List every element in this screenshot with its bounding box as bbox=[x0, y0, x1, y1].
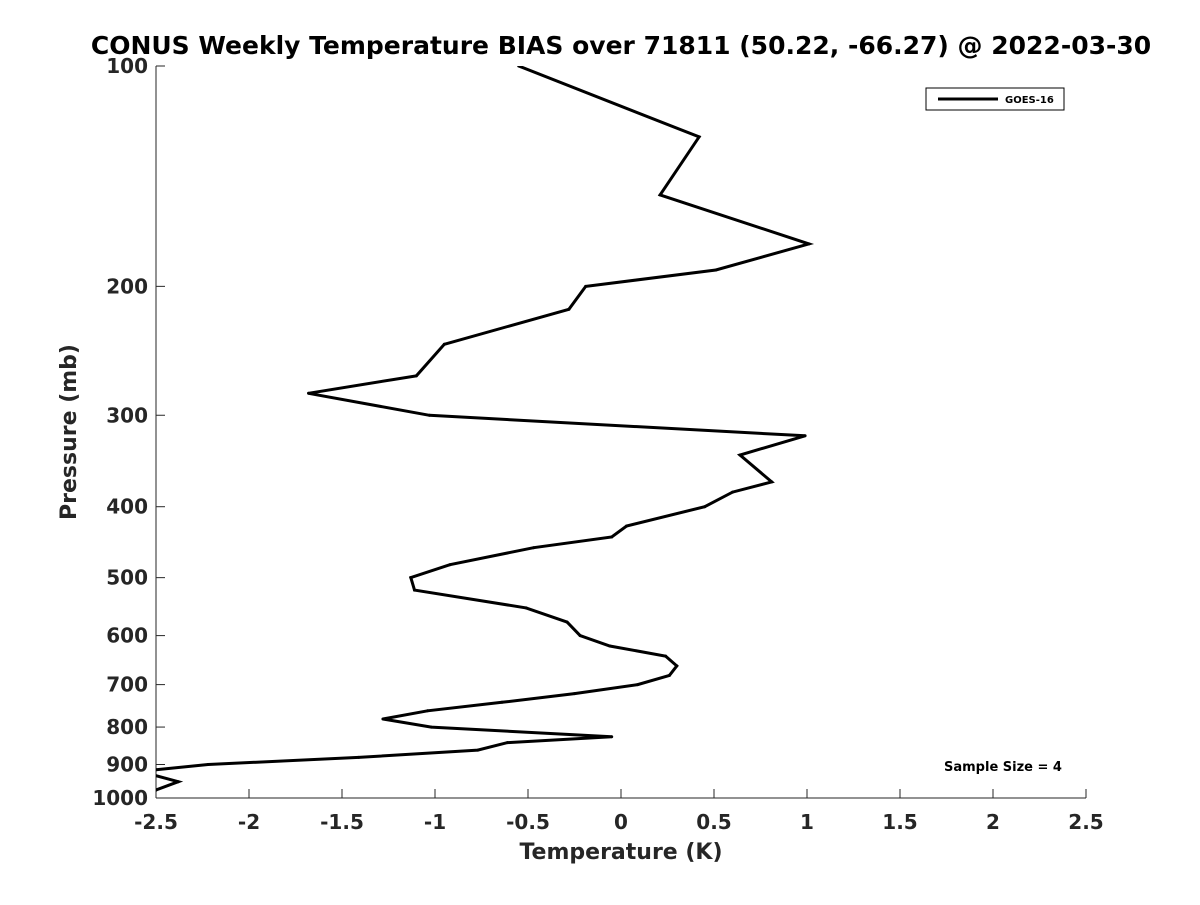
series-points bbox=[156, 66, 811, 792]
data-point bbox=[156, 768, 158, 772]
data-point bbox=[381, 717, 385, 721]
data-point bbox=[307, 391, 310, 395]
data-point bbox=[697, 135, 701, 139]
data-point bbox=[584, 284, 588, 288]
data-point bbox=[573, 692, 576, 696]
x-tick-label: 2.5 bbox=[1068, 810, 1103, 834]
data-point bbox=[667, 673, 671, 677]
data-point bbox=[658, 193, 662, 197]
x-tick-label: -1.5 bbox=[320, 810, 364, 834]
data-point bbox=[426, 709, 430, 713]
data-point bbox=[156, 788, 158, 792]
data-point bbox=[565, 620, 569, 624]
data-point bbox=[567, 307, 571, 311]
data-point bbox=[409, 576, 413, 580]
x-tick-label: -2 bbox=[238, 810, 260, 834]
x-tick-label: 1 bbox=[800, 810, 814, 834]
y-tick-label: 600 bbox=[106, 624, 148, 648]
x-tick-label: 2 bbox=[986, 810, 1000, 834]
data-point bbox=[357, 755, 361, 759]
chart-title: CONUS Weekly Temperature BIAS over 71811… bbox=[91, 31, 1151, 60]
data-point bbox=[731, 490, 735, 494]
y-tick-label: 700 bbox=[106, 673, 148, 697]
data-point bbox=[476, 748, 480, 752]
y-tick-label: 1000 bbox=[92, 786, 148, 810]
legend-label: GOES-16 bbox=[1005, 95, 1054, 106]
data-point bbox=[429, 725, 433, 729]
x-tick-label: -1 bbox=[424, 810, 446, 834]
sample-size-annotation: Sample Size = 4 bbox=[944, 760, 1062, 775]
data-point bbox=[427, 413, 431, 417]
data-point bbox=[517, 66, 521, 68]
y-tick-label: 800 bbox=[106, 715, 148, 739]
data-point bbox=[803, 434, 807, 438]
data-point bbox=[442, 342, 446, 346]
data-point bbox=[636, 683, 640, 687]
x-tick-label: 0 bbox=[614, 810, 628, 834]
x-tick-label: 1.5 bbox=[882, 810, 917, 834]
x-axis: -2.5 -2 -1.5 -1 -0.5 0 0.5 1 1.5 2 2.5 bbox=[134, 789, 1104, 834]
y-tick-label: 500 bbox=[106, 566, 148, 590]
data-point bbox=[608, 644, 612, 648]
data-point bbox=[506, 741, 509, 745]
data-point bbox=[206, 763, 210, 766]
data-point bbox=[807, 242, 811, 246]
data-point bbox=[448, 563, 452, 567]
x-tick-label: 0.5 bbox=[696, 810, 731, 834]
data-point bbox=[675, 664, 679, 668]
data-point bbox=[532, 546, 536, 550]
data-point bbox=[176, 780, 180, 784]
y-tick-label: 200 bbox=[106, 274, 148, 298]
y-tick-label: 300 bbox=[106, 403, 148, 427]
y-tick-label: 100 bbox=[106, 54, 148, 78]
legend: GOES-16 bbox=[925, 87, 1065, 111]
data-point bbox=[770, 480, 774, 484]
y-axis-label: Pressure (mb) bbox=[57, 344, 82, 520]
x-tick-label: -2.5 bbox=[134, 810, 178, 834]
x-tick-label: -0.5 bbox=[506, 810, 550, 834]
data-point bbox=[714, 268, 718, 272]
data-point bbox=[664, 654, 668, 658]
y-tick-label: 400 bbox=[106, 495, 148, 519]
data-point bbox=[610, 735, 614, 739]
data-point bbox=[703, 505, 707, 509]
data-point bbox=[524, 606, 528, 610]
y-tick-label: 900 bbox=[106, 753, 148, 777]
data-point bbox=[414, 374, 418, 378]
x-axis-label: Temperature (K) bbox=[519, 840, 722, 865]
data-point bbox=[500, 700, 504, 704]
data-point bbox=[610, 535, 614, 539]
data-point bbox=[578, 634, 582, 638]
data-point bbox=[738, 453, 742, 457]
plot-area bbox=[156, 66, 1086, 798]
data-point bbox=[625, 524, 629, 528]
data-point bbox=[413, 588, 416, 592]
y-axis: 100 200 300 400 500 600 700 800 900 1000 bbox=[92, 54, 165, 810]
